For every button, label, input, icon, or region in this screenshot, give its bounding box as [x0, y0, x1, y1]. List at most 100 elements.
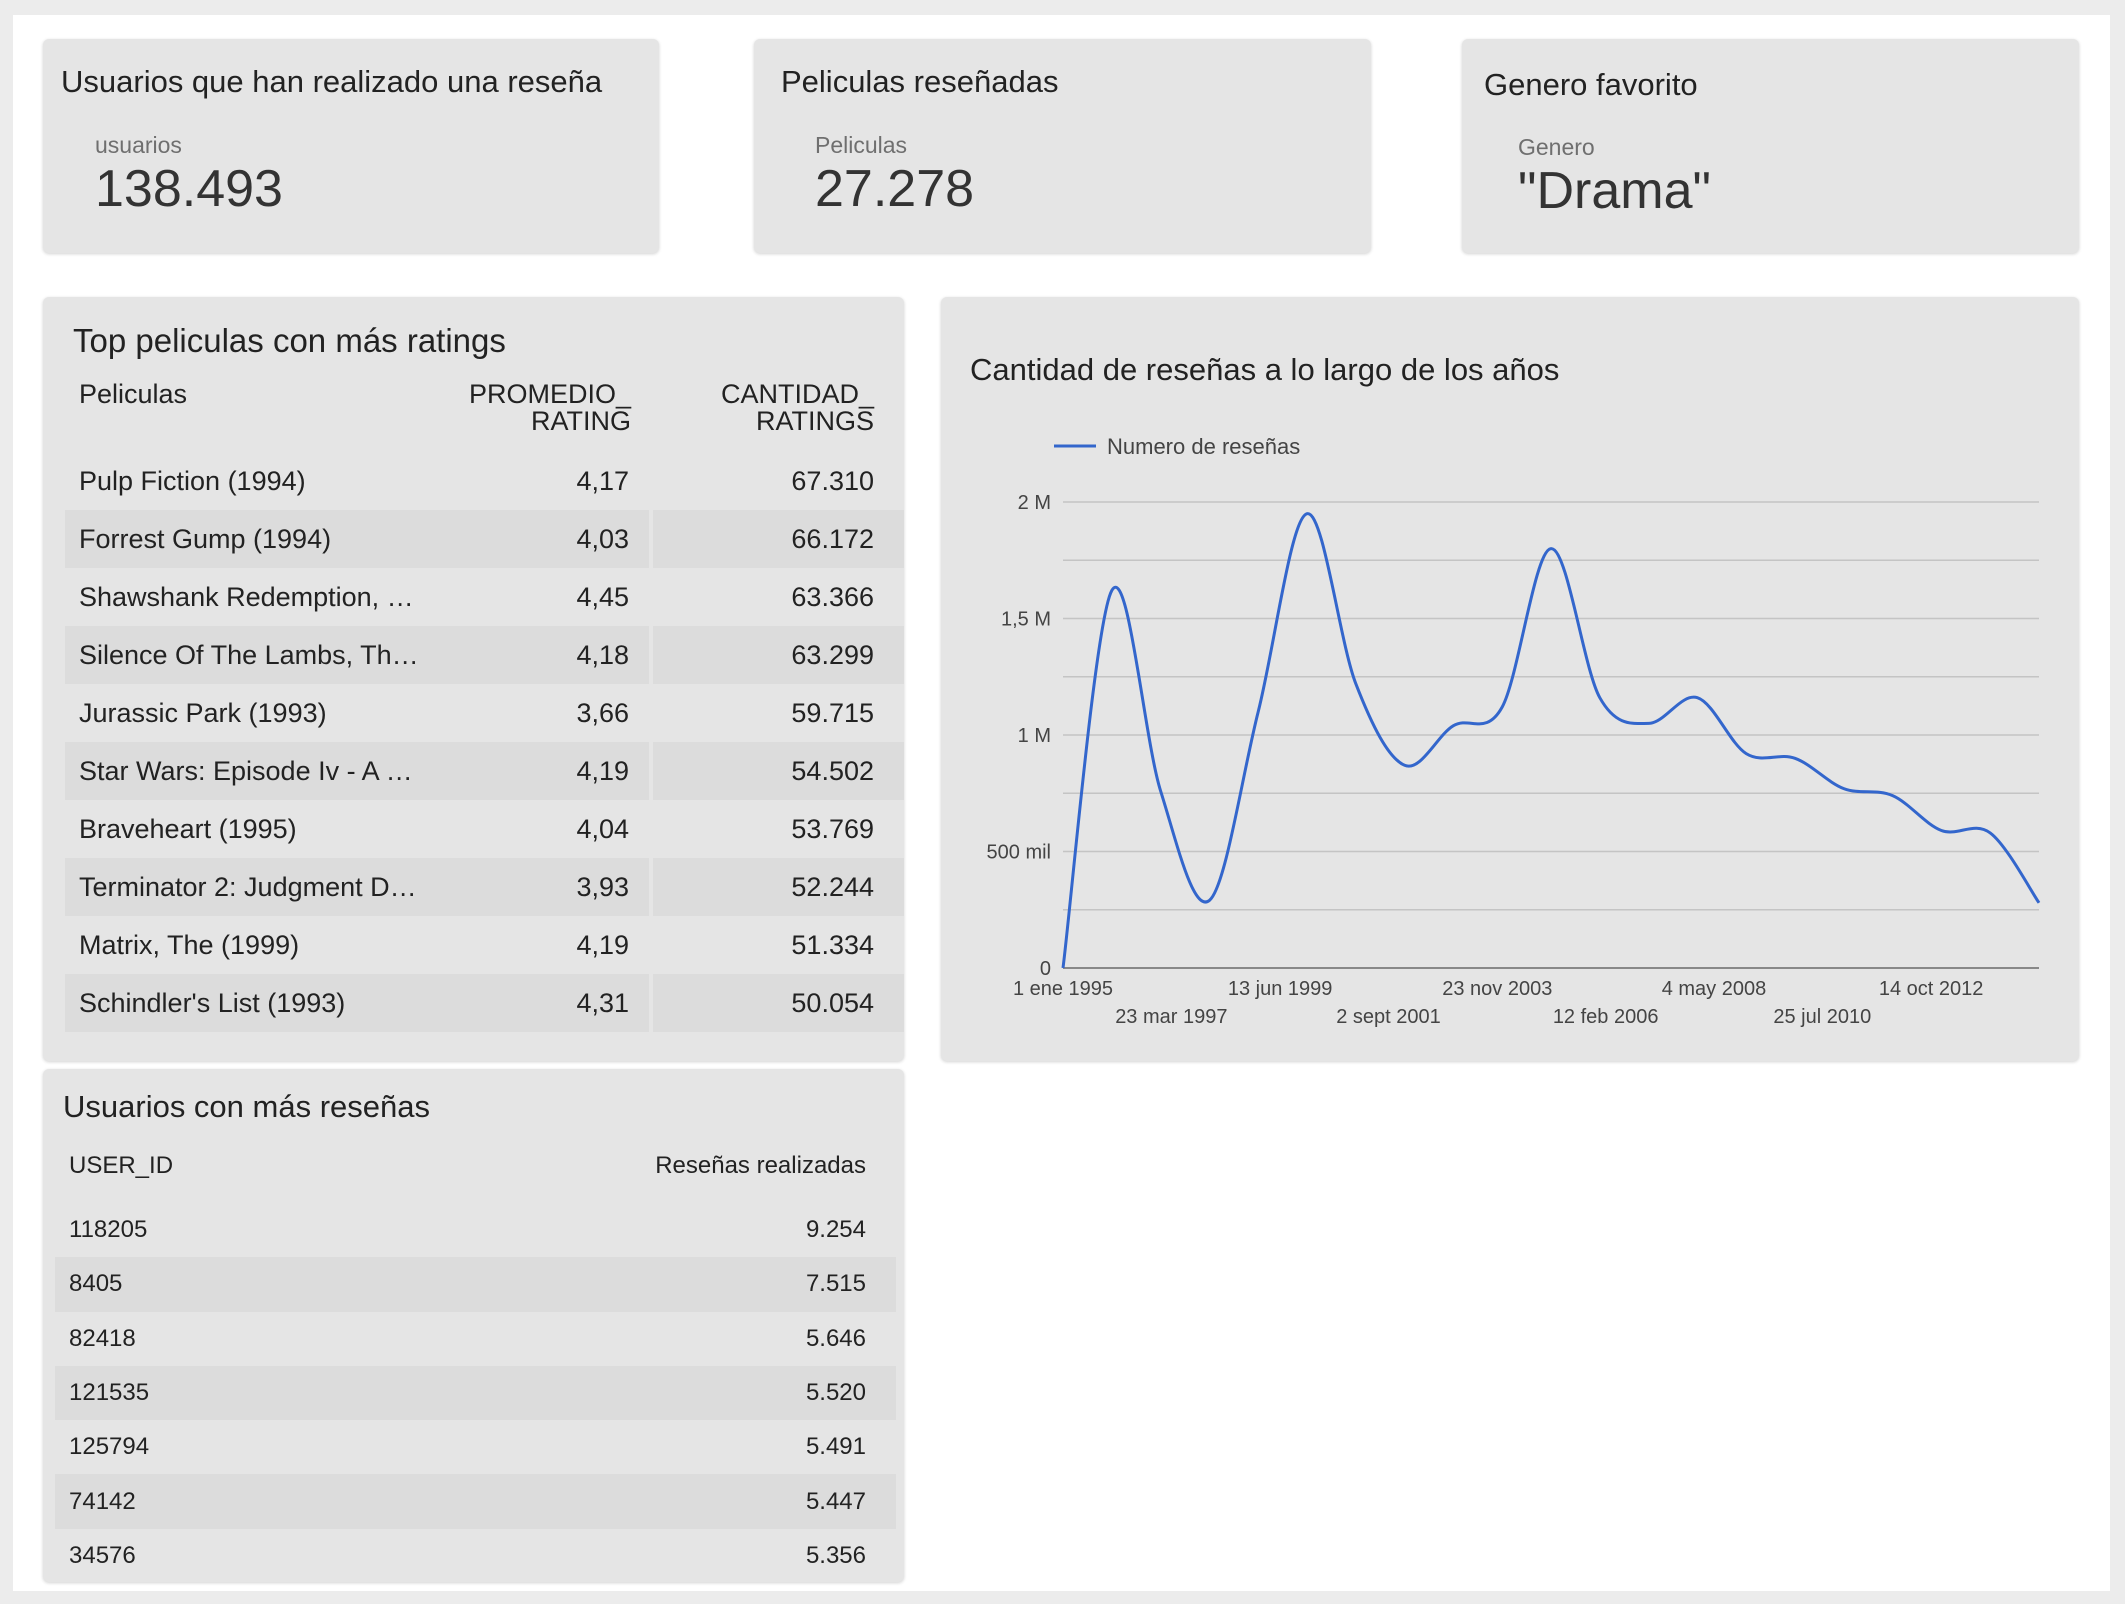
review-count: 5.447: [475, 1474, 896, 1529]
user-id: 74142: [55, 1474, 475, 1529]
kpi-card-genre: Genero favorito Genero "Drama": [1462, 39, 2079, 253]
kpi-label: usuarios: [95, 132, 182, 158]
table-row: Braveheart (1995) 4,04 53.769: [65, 800, 904, 858]
table-row: Matrix, The (1999) 4,19 51.334: [65, 916, 904, 974]
kpi-card-movies: Peliculas reseñadas Peliculas 27.278: [754, 39, 1371, 253]
user-id: 121535: [55, 1365, 475, 1421]
review-count: 5.646: [805, 1324, 866, 1352]
avg-rating: 4,03: [451, 510, 651, 568]
series-line: [1061, 512, 2041, 969]
movie-name: Jurassic Park (1993): [79, 697, 327, 728]
review-count: 5.520: [475, 1365, 896, 1421]
user-id: 34576: [69, 1541, 136, 1569]
avg-rating: 4,18: [451, 626, 651, 684]
table-row: 121535 5.520: [55, 1365, 896, 1421]
movie-name: Schindler's List (1993): [65, 974, 451, 1032]
table-row: 82418 5.646: [55, 1312, 896, 1366]
chart-title: Cantidad de reseñas a lo largo de los añ…: [970, 352, 1560, 387]
rating-count: 52.244: [649, 858, 904, 916]
user-id: 82418: [69, 1324, 136, 1352]
column-header-reviews[interactable]: Reseñas realizadas: [655, 1152, 866, 1179]
x-tick-label: 14 oct 2012: [1879, 978, 1984, 1000]
rating-count: 66.172: [649, 510, 904, 568]
kpi-label: Genero: [1518, 134, 1595, 160]
kpi-card-users: Usuarios que han realizado una reseña us…: [43, 39, 659, 253]
table-row: Schindler's List (1993) 4,31 50.054: [65, 974, 904, 1032]
avg-rating: 4,04: [576, 813, 629, 844]
kpi-value: 27.278: [815, 160, 975, 218]
kpi-title: Usuarios que han realizado una reseña: [61, 64, 603, 99]
x-tick-label: 12 feb 2006: [1553, 1006, 1659, 1028]
table-row: 125794 5.491: [55, 1420, 896, 1474]
user-id: 8405: [55, 1257, 475, 1312]
table-row: Jurassic Park (1993) 3,66 59.715: [65, 684, 904, 742]
rating-count: 63.299: [649, 626, 904, 684]
table-row: 34576 5.356: [55, 1529, 896, 1583]
rating-count: 63.366: [649, 568, 904, 626]
review-count: 5.491: [805, 1433, 866, 1461]
y-tick-label: 2 M: [1018, 492, 1051, 514]
column-header-count-ratings[interactable]: CANTIDAD_ RATINGS: [720, 379, 874, 436]
y-tick-label: 0: [1040, 958, 1051, 980]
review-count: 7.515: [475, 1257, 896, 1312]
review-count: 9.254: [805, 1216, 866, 1244]
review-count: 5.356: [805, 1541, 866, 1569]
top-movies-card: Top peliculas con más ratings Peliculas …: [43, 297, 904, 1061]
avg-rating: 3,66: [576, 697, 629, 728]
rating-count: 67.310: [649, 452, 904, 510]
x-tick-label: 13 jun 1999: [1228, 978, 1333, 1000]
table-row: Forrest Gump (1994) 4,03 66.172: [65, 510, 904, 568]
reviews-over-time-card: Cantidad de reseñas a lo largo de los añ…: [941, 297, 2079, 1061]
table-row: 118205 9.254: [55, 1203, 896, 1257]
table-row: 74142 5.447: [55, 1474, 896, 1529]
table-row: Star Wars: Episode Iv - A … 4,19 54.502: [65, 742, 904, 800]
x-tick-label: 23 nov 2003: [1442, 978, 1552, 1000]
avg-rating: 4,19: [576, 929, 629, 960]
user-id: 125794: [69, 1433, 150, 1461]
column-header-user-id[interactable]: USER_ID: [69, 1152, 174, 1179]
top-users-table: USER_ID Reseñas realizadas 118205 9.254 8…: [55, 1129, 896, 1583]
movie-name: Shawshank Redemption, …: [79, 581, 414, 612]
reviews-line-chart: Numero de reseñas 0 500 mil 1 M 1,5 M 2 M 1 …: [987, 434, 2041, 1028]
kpi-label: Peliculas: [815, 132, 908, 158]
y-tick-label: 500 mil: [987, 842, 1051, 864]
column-header-movies[interactable]: Peliculas: [79, 379, 188, 409]
movie-name: Terminator 2: Judgment D…: [65, 858, 451, 916]
table-row: Terminator 2: Judgment D… 3,93 52.244: [65, 858, 904, 916]
kpi-value: 138.493: [95, 160, 283, 218]
movie-name: Matrix, The (1999): [79, 929, 300, 960]
kpi-title: Genero favorito: [1484, 67, 1698, 102]
rating-count: 50.054: [649, 974, 904, 1032]
y-tick-label: 1,5 M: [1001, 609, 1051, 631]
user-id: 118205: [69, 1216, 148, 1244]
rating-count: 59.715: [649, 684, 904, 742]
table-row: Silence Of The Lambs, Th… 4,18 63.299: [65, 626, 904, 684]
avg-rating: 4,45: [576, 581, 629, 612]
top-users-card: Usuarios con más reseñas USER_ID Reseñas…: [43, 1069, 904, 1582]
movie-name: Braveheart (1995): [79, 813, 297, 844]
movie-name: Silence Of The Lambs, Th…: [65, 626, 451, 684]
table-header-row: USER_ID Reseñas realizadas: [55, 1129, 896, 1203]
table-row: Shawshank Redemption, … 4,45 63.366: [65, 568, 904, 626]
top-users-title: Usuarios con más reseñas: [63, 1089, 430, 1124]
x-tick-label: 1 ene 1995: [1013, 978, 1113, 1000]
x-tick-label: 4 may 2008: [1662, 978, 1767, 1000]
x-tick-label: 23 mar 1997: [1115, 1006, 1227, 1028]
top-movies-title: Top peliculas con más ratings: [73, 322, 506, 359]
x-tick-label: 25 jul 2010: [1773, 1006, 1871, 1028]
movie-name: Forrest Gump (1994): [65, 510, 451, 568]
x-tick-label: 2 sept 2001: [1336, 1006, 1441, 1028]
avg-rating: 4,31: [451, 974, 651, 1032]
kpi-value: "Drama": [1518, 162, 1711, 220]
table-row: 8405 7.515: [55, 1257, 896, 1312]
table-header-row: Peliculas PROMEDIO_ RATING CANTIDAD_ RATIN…: [65, 369, 904, 452]
avg-rating: 4,17: [576, 465, 629, 496]
avg-rating: 3,93: [451, 858, 651, 916]
movie-name: Star Wars: Episode Iv - A …: [65, 742, 451, 800]
dashboard-page: Usuarios que han realizado una reseña us…: [13, 15, 2110, 1591]
top-movies-table: Peliculas PROMEDIO_ RATING CANTIDAD_ RATIN…: [65, 369, 904, 1032]
kpi-title: Peliculas reseñadas: [781, 64, 1059, 99]
movie-name: Pulp Fiction (1994): [79, 465, 306, 496]
column-header-avg-rating[interactable]: PROMEDIO_ RATING: [468, 379, 631, 436]
avg-rating: 4,19: [451, 742, 651, 800]
